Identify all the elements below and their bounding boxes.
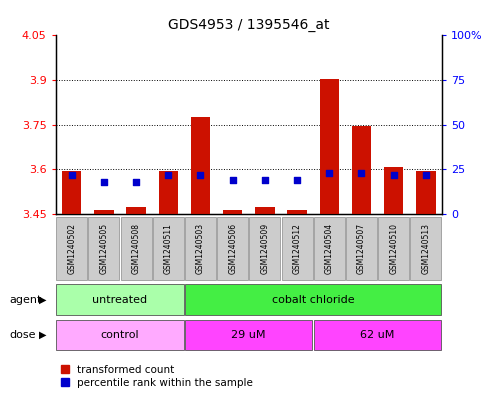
FancyBboxPatch shape: [314, 217, 345, 280]
Point: [132, 179, 140, 185]
Point: [197, 172, 204, 178]
Text: control: control: [100, 330, 139, 340]
Text: GSM1240505: GSM1240505: [99, 223, 108, 274]
FancyBboxPatch shape: [185, 284, 441, 315]
Bar: [416, 171, 436, 214]
Text: 29 uM: 29 uM: [231, 330, 266, 340]
FancyBboxPatch shape: [249, 217, 280, 280]
Bar: [127, 207, 146, 214]
Text: GSM1240510: GSM1240510: [389, 223, 398, 274]
Bar: [223, 210, 242, 214]
Bar: [255, 207, 274, 214]
Text: cobalt chloride: cobalt chloride: [272, 295, 355, 305]
FancyBboxPatch shape: [378, 217, 409, 280]
Text: GSM1240508: GSM1240508: [131, 223, 141, 274]
Text: GSM1240511: GSM1240511: [164, 223, 173, 274]
Text: agent: agent: [10, 295, 42, 305]
Bar: [384, 167, 403, 214]
FancyBboxPatch shape: [121, 217, 152, 280]
Point: [229, 177, 237, 184]
FancyBboxPatch shape: [153, 217, 184, 280]
Point: [68, 172, 75, 178]
Bar: [62, 171, 81, 214]
FancyBboxPatch shape: [56, 217, 87, 280]
FancyBboxPatch shape: [314, 320, 441, 351]
Point: [390, 172, 398, 178]
Text: untreated: untreated: [92, 295, 147, 305]
Point: [422, 172, 430, 178]
Text: GSM1240506: GSM1240506: [228, 223, 237, 274]
Text: 62 uM: 62 uM: [360, 330, 395, 340]
FancyBboxPatch shape: [185, 320, 313, 351]
FancyBboxPatch shape: [57, 284, 184, 315]
Title: GDS4953 / 1395546_at: GDS4953 / 1395546_at: [168, 18, 329, 31]
Legend: transformed count, percentile rank within the sample: transformed count, percentile rank withi…: [61, 365, 253, 388]
Text: GSM1240504: GSM1240504: [325, 223, 334, 274]
FancyBboxPatch shape: [282, 217, 313, 280]
Text: GSM1240509: GSM1240509: [260, 223, 270, 274]
FancyBboxPatch shape: [57, 320, 184, 351]
Point: [164, 172, 172, 178]
Text: dose: dose: [10, 330, 36, 340]
Text: GSM1240502: GSM1240502: [67, 223, 76, 274]
Text: GSM1240507: GSM1240507: [357, 223, 366, 274]
Point: [100, 179, 108, 185]
FancyBboxPatch shape: [185, 217, 216, 280]
Bar: [287, 210, 307, 214]
Bar: [320, 79, 339, 214]
Text: ▶: ▶: [39, 330, 46, 340]
Point: [357, 170, 365, 176]
Point: [261, 177, 269, 184]
Point: [326, 170, 333, 176]
FancyBboxPatch shape: [411, 217, 441, 280]
FancyBboxPatch shape: [88, 217, 119, 280]
Text: ▶: ▶: [39, 295, 46, 305]
Bar: [352, 126, 371, 214]
Point: [293, 177, 301, 184]
Bar: [158, 171, 178, 214]
Bar: [94, 210, 114, 214]
FancyBboxPatch shape: [346, 217, 377, 280]
Text: GSM1240503: GSM1240503: [196, 223, 205, 274]
FancyBboxPatch shape: [217, 217, 248, 280]
Text: GSM1240512: GSM1240512: [293, 223, 301, 274]
Text: GSM1240513: GSM1240513: [421, 223, 430, 274]
Bar: [191, 118, 210, 214]
